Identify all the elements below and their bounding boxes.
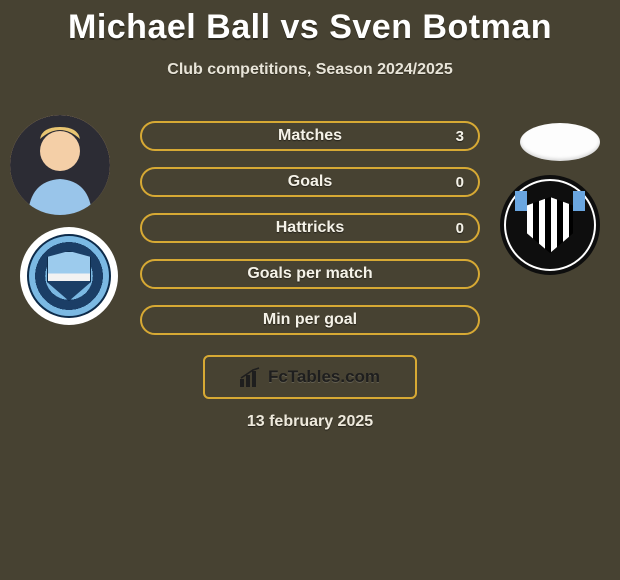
bar-chart-icon [240, 367, 262, 387]
club-logo-left [20, 227, 118, 325]
mancity-badge-icon [20, 227, 118, 325]
player-left-photo [10, 115, 110, 215]
brand-text: FcTables.com [268, 367, 380, 387]
stat-value-right: 0 [456, 174, 464, 191]
stats-table: Matches 3 Goals 0 Hattricks 0 Goals per … [140, 121, 480, 351]
stat-label: Goals [288, 173, 332, 191]
newcastle-badge-icon [500, 175, 600, 275]
player-right-photo-blank [520, 123, 600, 161]
club-logo-right [500, 175, 600, 275]
stat-value-right: 3 [456, 128, 464, 145]
stat-value-right: 0 [456, 220, 464, 237]
stat-label: Min per goal [263, 311, 357, 329]
stat-row: Hattricks 0 [140, 213, 480, 243]
footer-date: 13 february 2025 [0, 413, 620, 431]
main-row: Matches 3 Goals 0 Hattricks 0 Goals per … [0, 107, 620, 347]
stat-label: Goals per match [247, 265, 372, 283]
avatar-icon [10, 115, 110, 215]
page-title: Michael Ball vs Sven Botman [0, 8, 620, 47]
brand-box: FcTables.com [203, 355, 417, 399]
stat-row: Goals per match [140, 259, 480, 289]
subtitle: Club competitions, Season 2024/2025 [0, 61, 620, 79]
stat-row: Matches 3 [140, 121, 480, 151]
stat-label: Hattricks [276, 219, 344, 237]
stat-row: Min per goal [140, 305, 480, 335]
stat-label: Matches [278, 127, 342, 145]
stat-row: Goals 0 [140, 167, 480, 197]
infographic-container: Michael Ball vs Sven Botman Club competi… [0, 0, 620, 431]
